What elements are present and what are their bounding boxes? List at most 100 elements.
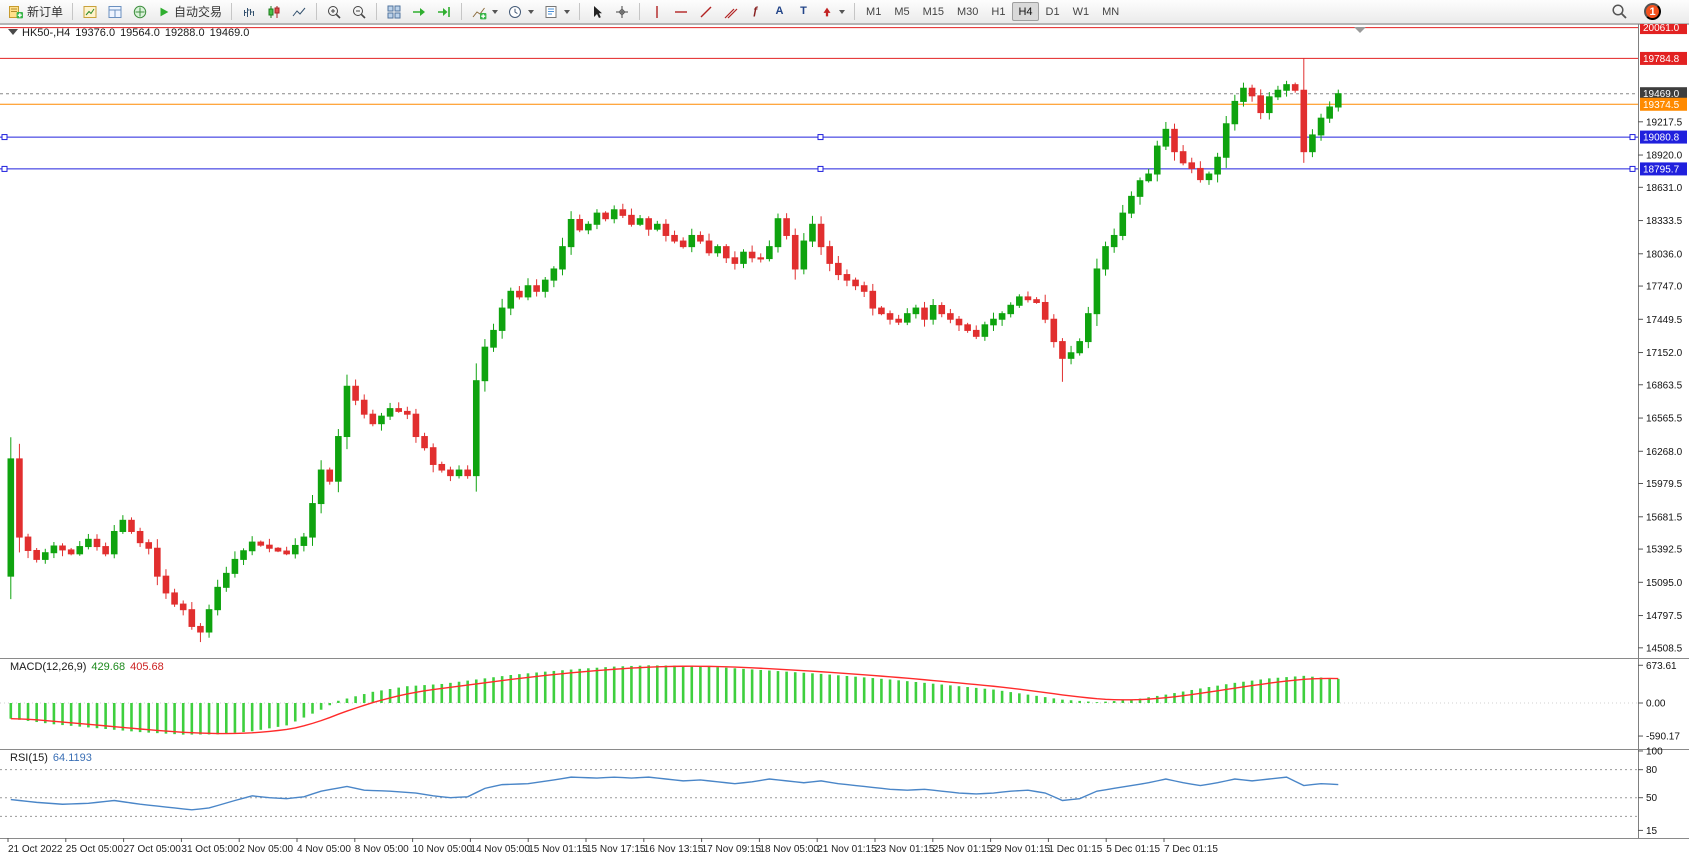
time-tick-label: 10 Nov 05:00	[413, 844, 473, 855]
templates-button[interactable]	[539, 1, 574, 22]
channel-tool-button[interactable]	[719, 1, 743, 22]
line-handle[interactable]	[817, 134, 824, 141]
toolbar-separator	[376, 3, 378, 20]
chart-candles-icon	[268, 5, 280, 18]
price-tick-label: 18036.0	[1646, 249, 1683, 260]
rsi-axis-label: 80	[1646, 765, 1658, 776]
chart-line-icon	[292, 7, 306, 16]
line-handle[interactable]	[817, 165, 824, 172]
ohlc-high: 19564.0	[120, 27, 160, 39]
price-tick-label: 15095.0	[1646, 578, 1683, 589]
vertical-line-tool-button[interactable]	[645, 1, 668, 22]
one-click-trading-arrow[interactable]	[8, 29, 18, 35]
timeframe-mn[interactable]: MN	[1096, 2, 1125, 21]
time-tick-label: 21 Nov 01:15	[817, 844, 877, 855]
zoom-out-icon	[353, 5, 366, 19]
time-tick-label: 27 Oct 05:00	[124, 844, 182, 855]
autotrading-label: 自动交易	[174, 5, 223, 19]
text-tool-button[interactable]: A	[768, 1, 791, 22]
crosshair-button[interactable]	[610, 1, 634, 22]
search-button[interactable]	[1607, 1, 1632, 22]
toolbar-separator	[316, 3, 318, 20]
timeframe-h1[interactable]: H1	[985, 2, 1011, 21]
rsi-name: RSI(15)	[10, 752, 48, 764]
data-window-button[interactable]	[103, 1, 127, 22]
line-handle[interactable]	[1, 134, 8, 141]
line-handle[interactable]	[1629, 165, 1636, 172]
time-tick-label: 18 Nov 05:00	[759, 844, 819, 855]
chart-canvas[interactable]: 19217.5 18920.0 18631.0 18333.5 18036.0 17747…	[0, 24, 1689, 860]
autotrading-play-icon	[160, 7, 169, 16]
new-order-label: 新订单	[27, 5, 64, 19]
price-tick-label: 17449.5	[1646, 315, 1683, 326]
indicators-button[interactable]	[467, 1, 502, 22]
time-tick-label: 15 Nov 17:15	[586, 844, 646, 855]
ohlc-open: 19376.0	[75, 27, 116, 39]
zoom-in-button[interactable]	[322, 1, 346, 22]
rsi-axis-label: 15	[1646, 826, 1658, 837]
price-tick-label: 15979.5	[1646, 479, 1683, 490]
ohlc-close: 19469.0	[209, 27, 250, 39]
price-axis[interactable]: 19217.5 18920.0 18631.0 18333.5 18036.0 17747…	[1638, 117, 1683, 654]
trendline-tool-button[interactable]	[694, 1, 718, 22]
crosshair-icon	[616, 5, 629, 18]
horizontal-line-icon	[675, 10, 688, 13]
time-tick-label: 29 Nov 01:15	[991, 844, 1051, 855]
cursor-button[interactable]	[585, 1, 609, 22]
chart-bars-button[interactable]	[237, 1, 261, 22]
macd-histogram	[9, 665, 1340, 735]
tile-windows-icon	[387, 5, 401, 18]
rsi-axis-label: 50	[1646, 793, 1658, 804]
timeframe-m5[interactable]: M5	[888, 2, 915, 21]
toolbar-separator	[231, 3, 233, 20]
chart-shift-button[interactable]	[432, 1, 456, 22]
toolbar-separator	[854, 3, 856, 20]
price-tick-label: 16863.5	[1646, 380, 1683, 391]
price-tick-label: 14508.5	[1646, 643, 1683, 654]
price-line-label: 19784.8	[1643, 54, 1680, 65]
macd-axis-label: 0.00	[1646, 699, 1666, 710]
data-window-icon	[108, 5, 122, 18]
chart-shift-marker[interactable]	[1354, 27, 1366, 33]
price-tick-label: 19217.5	[1646, 117, 1683, 128]
navigator-button[interactable]	[128, 1, 152, 22]
time-axis[interactable]: 21 Oct 2022 25 Oct 05:00 27 Oct 05:00 31 Oc…	[7, 838, 1218, 855]
macd-indicator-label: MACD(12,26,9) 429.68 405.68	[10, 661, 169, 673]
fibonacci-tool-button[interactable]: ƒ	[744, 1, 767, 22]
price-tick-label: 15681.5	[1646, 512, 1683, 523]
line-handle[interactable]	[1, 165, 8, 172]
navigator-icon	[133, 5, 147, 18]
timeframe-h4[interactable]: H4	[1012, 2, 1039, 21]
arrows-tool-button[interactable]	[816, 1, 849, 22]
timeframe-d1[interactable]: D1	[1040, 2, 1066, 21]
rsi-line	[10, 776, 1339, 811]
market-watch-button[interactable]	[78, 1, 102, 22]
main-toolbar: 新订单 自动交易	[0, 0, 1689, 24]
line-handle[interactable]	[1629, 134, 1636, 141]
time-tick-label: 14 Nov 05:00	[470, 844, 530, 855]
zoom-out-button[interactable]	[347, 1, 371, 22]
new-order-button[interactable]: 新订单	[4, 1, 67, 22]
autotrading-button[interactable]: 自动交易	[153, 1, 226, 22]
timeframe-m15[interactable]: M15	[917, 2, 950, 21]
chart-candles-button[interactable]	[262, 1, 286, 22]
price-line-label: 20061.0	[1643, 24, 1680, 34]
time-tick-label: 23 Nov 01:15	[875, 844, 935, 855]
periods-button[interactable]	[503, 1, 538, 22]
horizontal-line-tool-button[interactable]	[669, 1, 693, 22]
auto-scroll-button[interactable]	[407, 1, 431, 22]
market-watch-icon	[83, 5, 97, 18]
price-line-label: 18795.7	[1643, 164, 1680, 175]
timeframe-w1[interactable]: W1	[1067, 2, 1096, 21]
timeframe-m1[interactable]: M1	[860, 2, 887, 21]
notification-badge[interactable]: 1	[1644, 3, 1661, 20]
price-tick-label: 17152.0	[1646, 348, 1683, 359]
timeframe-m30[interactable]: M30	[951, 2, 984, 21]
chart-line-button[interactable]	[287, 1, 311, 22]
auto-scroll-icon	[413, 7, 426, 16]
text-icon: A	[775, 5, 784, 17]
tile-windows-button[interactable]	[382, 1, 406, 22]
time-tick-label: 2 Nov 05:00	[239, 844, 293, 855]
label-tool-button[interactable]: T	[792, 1, 815, 22]
